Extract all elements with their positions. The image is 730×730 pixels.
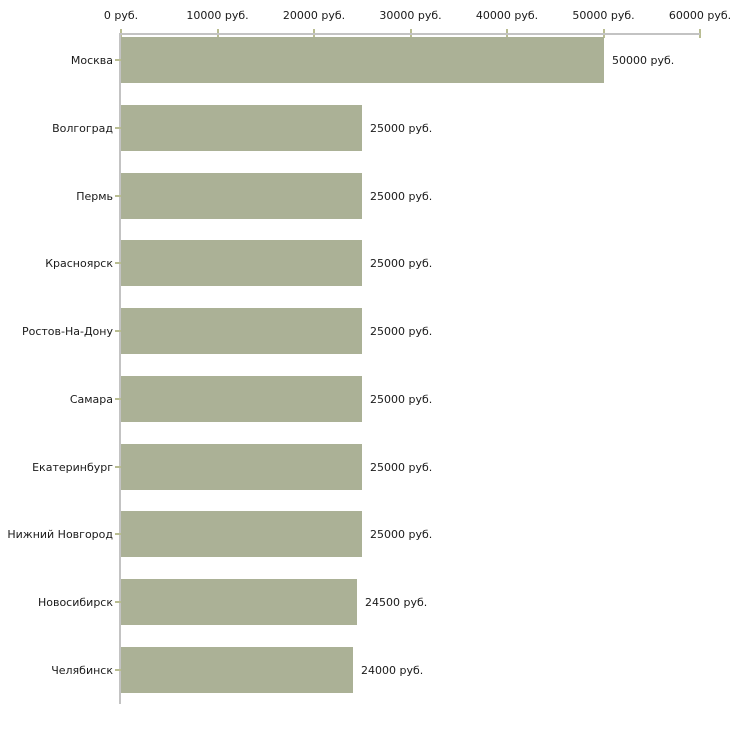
category-label: Волгоград [52,121,113,135]
bar [121,376,362,422]
x-tick-label: 60000 руб. [668,9,730,22]
x-tick-label: 20000 руб. [282,9,346,22]
category-label: Челябинск [51,663,113,677]
x-tick-mark [699,29,701,38]
value-label: 24000 руб. [361,663,424,677]
bar [121,647,353,693]
x-tick-label: 10000 руб. [186,9,249,22]
value-label: 25000 руб. [370,189,433,203]
x-tick-label: 50000 руб. [572,9,635,22]
value-label: 24500 руб. [365,595,428,609]
bar [121,308,362,354]
bar [121,37,604,83]
value-label: 25000 руб. [370,324,433,338]
x-tick-label: 0 руб. [103,9,139,22]
value-label: 25000 руб. [370,527,433,541]
y-tick-mark [115,533,121,535]
x-axis-line [121,33,700,35]
category-label: Москва [70,53,113,67]
y-tick-mark [115,262,121,264]
bar [121,173,362,219]
category-label: Ростов-На-Дону [21,324,113,338]
y-tick-mark [115,127,121,129]
y-tick-mark [115,195,121,197]
category-label: Красноярск [45,256,113,270]
value-label: 50000 руб. [612,53,675,67]
x-tick-label: 40000 руб. [475,9,539,22]
value-label: 25000 руб. [370,256,433,270]
bar [121,579,357,625]
value-label: 25000 руб. [370,392,433,406]
bar [121,240,362,286]
y-tick-mark [115,601,121,603]
category-label: Новосибирск [37,595,113,609]
x-tick-label: 30000 руб. [379,9,442,22]
category-label: Нижний Новгород [7,527,113,541]
bar [121,511,362,557]
bar [121,444,362,490]
bar [121,105,362,151]
y-tick-mark [115,59,121,61]
category-label: Екатеринбург [32,460,113,474]
y-tick-mark [115,398,121,400]
value-label: 25000 руб. [370,121,433,135]
value-label: 25000 руб. [370,460,433,474]
y-tick-mark [115,466,121,468]
y-tick-mark [115,669,121,671]
y-tick-mark [115,330,121,332]
category-label: Самара [69,392,113,406]
category-label: Пермь [76,189,113,203]
y-axis-line [119,33,121,704]
